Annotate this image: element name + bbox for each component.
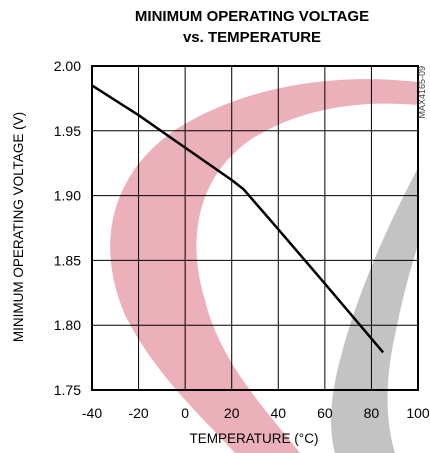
x-tick-labels: -40 -20 0 20 40 60 80 100 — [82, 405, 430, 421]
x-tick-label: -40 — [82, 405, 102, 421]
y-tick-label: 2.00 — [54, 58, 81, 74]
part-code-label: MAX4165-09 — [417, 66, 427, 119]
y-tick-labels: 1.75 1.80 1.85 1.90 1.95 2.00 — [54, 58, 81, 398]
x-axis-label: TEMPERATURE (°C) — [190, 431, 319, 446]
plot-frame — [91, 65, 419, 391]
x-tick-label: 100 — [406, 405, 430, 421]
y-tick-label: 1.85 — [54, 252, 81, 268]
x-tick-label: 0 — [181, 405, 189, 421]
chart-title-line-2: vs. TEMPERATURE — [183, 29, 321, 46]
watermark-logo — [110, 79, 418, 453]
y-axis-label: MINIMUM OPERATING VOLTAGE (V) — [11, 112, 26, 342]
watermark-gray-arc — [331, 168, 418, 453]
y-tick-label: 1.80 — [54, 317, 81, 333]
watermark-red-arc — [110, 79, 418, 453]
series-line — [91, 84, 385, 354]
y-tick-label: 1.95 — [54, 123, 81, 139]
x-tick-label: 80 — [364, 405, 380, 421]
x-tick-label: 60 — [317, 405, 333, 421]
chart-title-line-1: MINIMUM OPERATING VOLTAGE — [135, 8, 369, 25]
x-tick-label: -20 — [128, 405, 148, 421]
y-tick-label: 1.90 — [54, 188, 81, 204]
x-tick-label: 40 — [270, 405, 286, 421]
x-tick-label: 20 — [224, 405, 240, 421]
y-tick-label: 1.75 — [54, 382, 81, 398]
